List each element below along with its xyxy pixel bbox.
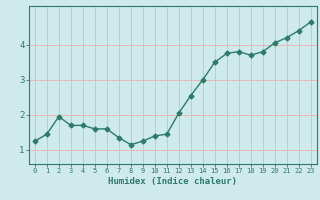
X-axis label: Humidex (Indice chaleur): Humidex (Indice chaleur) — [108, 177, 237, 186]
